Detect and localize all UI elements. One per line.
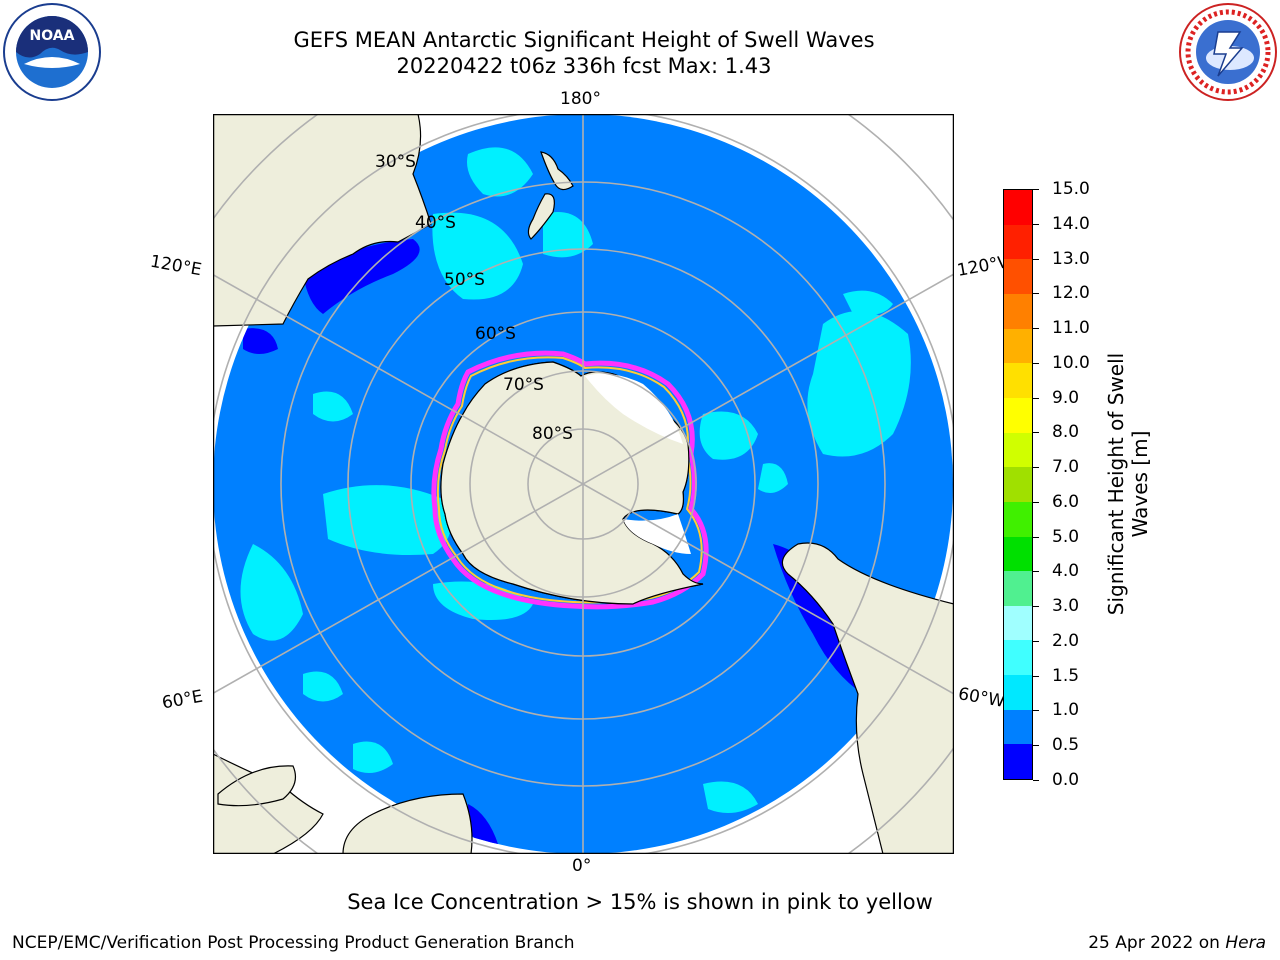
colorbar-segment	[1004, 536, 1032, 572]
colorbar-segment	[1004, 640, 1032, 676]
ice-edge-pink	[431, 350, 709, 610]
colorbar-tick-mark	[1033, 606, 1039, 608]
polar-map	[213, 114, 954, 854]
colorbar-tick-label: 0.5	[1052, 735, 1080, 756]
lon-label-120E: 120°E	[148, 251, 204, 281]
colorbar-tick-mark	[1033, 745, 1039, 747]
colorbar-segment	[1004, 744, 1032, 779]
colorbar-tick-mark	[1033, 501, 1039, 503]
south-america-land	[781, 542, 954, 854]
footer-credit: NCEP/EMC/Verification Post Processing Pr…	[12, 933, 575, 953]
lat-label-30S: 30°S	[375, 152, 416, 172]
new-zealand-land	[540, 151, 574, 191]
colorbar-tick-mark	[1033, 293, 1039, 295]
lat-label-70S: 70°S	[503, 375, 544, 395]
colorbar-segment	[1004, 675, 1032, 710]
colorbar-tick-label: 6.0	[1052, 491, 1080, 512]
colorbar-segment	[1004, 432, 1032, 468]
madagascar-land	[217, 765, 296, 807]
colorbar-tick-mark	[1033, 328, 1039, 330]
colorbar-tick-mark	[1033, 710, 1039, 712]
ross-ice-area	[585, 373, 683, 444]
colorbar-tick-mark	[1033, 397, 1039, 399]
colorbar-tick-label: 3.0	[1052, 596, 1080, 617]
footer-host: Hera	[1225, 933, 1266, 953]
footer-date-text: 25 Apr 2022 on	[1088, 933, 1226, 953]
colorbar-segment	[1004, 328, 1032, 364]
colorbar-tick-mark	[1033, 536, 1039, 538]
colorbar-tick-label: 5.0	[1052, 526, 1080, 547]
map-border	[213, 114, 954, 854]
lat-label-60S: 60°S	[475, 324, 516, 344]
colorbar-tick-mark	[1033, 780, 1039, 781]
colorbar-tick-mark	[1033, 223, 1039, 225]
colorbar-tick-mark	[1033, 467, 1039, 469]
colorbar-tick-label: 1.0	[1052, 700, 1080, 721]
colorbar-segment	[1004, 709, 1032, 745]
colorbar-tick-label: 15.0	[1052, 179, 1090, 199]
australia-land	[213, 114, 432, 327]
lat-label-50S: 50°S	[444, 270, 485, 290]
colorbar-tick-label: 4.0	[1052, 561, 1080, 582]
colorbar-tick-label: 2.0	[1052, 630, 1080, 651]
colorbar-segment	[1004, 605, 1032, 641]
colorbar-tick-label: 9.0	[1052, 387, 1080, 408]
colorbar-segment	[1004, 224, 1032, 260]
lat-label-40S: 40°S	[415, 213, 456, 233]
lon-label-180: 180°	[560, 89, 601, 109]
colorbar-segment	[1004, 397, 1032, 433]
footer-date: 25 Apr 2022 on Hera	[1088, 932, 1266, 954]
colorbar-tick-mark	[1033, 432, 1039, 434]
colorbar-tick-label: 10.0	[1052, 352, 1090, 373]
lon-label-0: 0°	[572, 856, 592, 876]
lat-label-80S: 80°S	[532, 424, 573, 444]
colorbar-segment	[1004, 501, 1032, 537]
colorbar-tick-mark	[1033, 640, 1039, 642]
sea-ice-note: Sea Ice Concentration > 15% is shown in …	[347, 890, 933, 914]
colorbar-tick-label: 14.0	[1052, 213, 1090, 234]
colorbar-tick-label: 7.0	[1052, 457, 1080, 478]
lon-label-60W: 60°W	[956, 684, 1007, 712]
noaa-logo: NOAA	[3, 3, 101, 101]
colorbar-tick-mark	[1033, 362, 1039, 364]
colorbar-tick-label: 13.0	[1052, 248, 1090, 269]
colorbar-tick-mark	[1033, 258, 1039, 260]
colorbar-tick-label: 1.5	[1052, 665, 1080, 686]
colorbar-segment	[1004, 363, 1032, 398]
colorbar	[1003, 189, 1033, 780]
new-zealand-south-land	[527, 193, 555, 240]
colorbar-segment	[1004, 294, 1032, 329]
colorbar-tick-label: 12.0	[1052, 283, 1090, 304]
nws-logo	[1179, 3, 1277, 101]
colorbar-segment	[1004, 467, 1032, 502]
noaa-logo-text: NOAA	[30, 28, 75, 44]
colorbar-tick-mark	[1033, 571, 1039, 573]
southern-africa-land	[342, 793, 473, 854]
colorbar-segment	[1004, 571, 1032, 606]
lon-label-60E: 60°E	[160, 686, 205, 714]
colorbar-segment	[1004, 190, 1032, 225]
graticule	[213, 114, 954, 854]
ice-edge-yellow	[436, 356, 703, 604]
colorbar-tick-label: 8.0	[1052, 422, 1080, 443]
colorbar-tick-label: 0.0	[1052, 770, 1080, 790]
colorbar-tick-label: 11.0	[1052, 318, 1090, 339]
figure-title: GEFS MEAN Antarctic Significant Height o…	[293, 28, 875, 52]
colorbar-tick-mark	[1033, 189, 1039, 190]
figure-subtitle: 20220422 t06z 336h fcst Max: 1.43	[396, 54, 772, 78]
colorbar-label: Significant Height of Swell Waves [m]	[1104, 352, 1152, 616]
colorbar-tick-mark	[1033, 675, 1039, 677]
colorbar-segment	[1004, 259, 1032, 295]
weddell-ice-area	[623, 514, 691, 554]
